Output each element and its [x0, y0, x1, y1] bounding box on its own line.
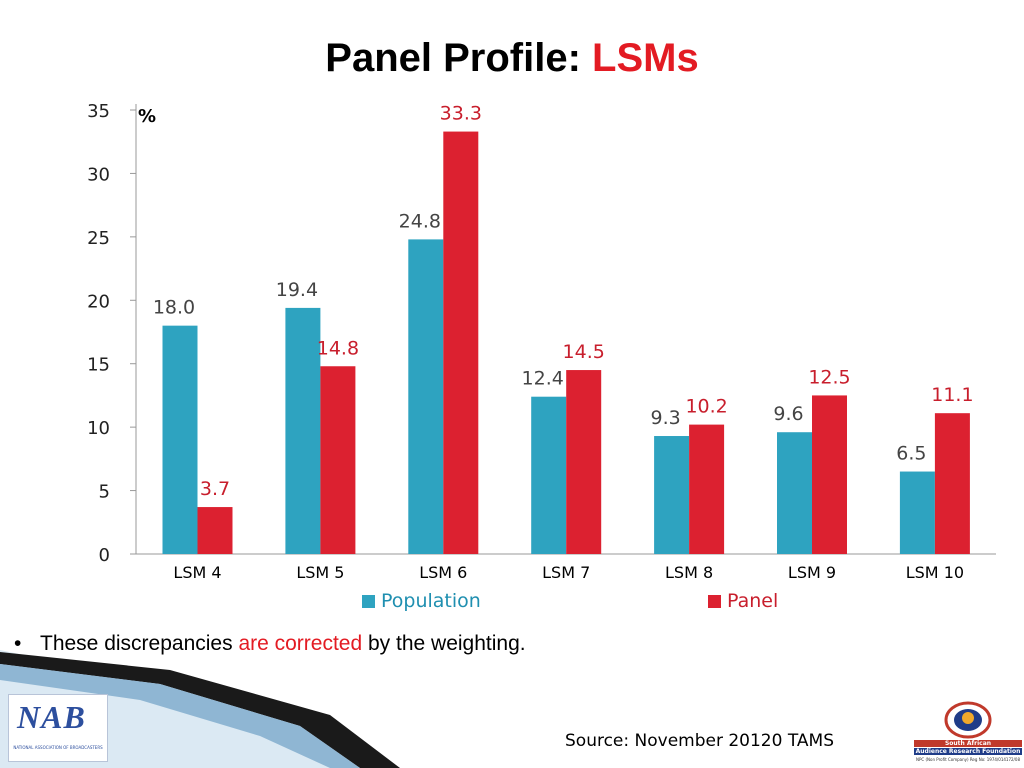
bar-population-6: [777, 432, 812, 554]
saarf-logo: South African Audience Research Foundati…: [914, 700, 1022, 766]
bullet-dot: •: [14, 632, 22, 655]
x-tick-label: LSM 6: [419, 563, 467, 582]
legend-swatch-panel: [708, 595, 721, 608]
chart-bars: [162, 131, 970, 554]
page-title: Panel Profile: LSMs: [325, 36, 699, 80]
legend-swatch-population: [362, 595, 375, 608]
data-label-population-5: 9.3: [650, 407, 680, 429]
bar-panel-3: [443, 131, 479, 554]
data-label-population-7: 6.5: [896, 443, 926, 465]
unit-label: %: [138, 106, 156, 127]
y-tick-label: 25: [87, 228, 110, 249]
nab-logo: NAB NATIONAL ASSOCIATION OF BROADCASTERS: [8, 694, 108, 762]
bar-panel-4: [566, 370, 602, 554]
bar-panel-2: [320, 366, 356, 554]
bar-panel-1: [197, 507, 233, 554]
x-tick-label: LSM 5: [296, 563, 344, 582]
data-label-panel-3: 33.3: [440, 103, 482, 125]
bar-population-1: [162, 325, 198, 554]
data-label-panel-7: 11.1: [931, 384, 973, 406]
data-label-population-2: 19.4: [276, 279, 318, 301]
bar-population-4: [531, 396, 567, 554]
data-label-population-6: 9.6: [773, 403, 803, 425]
y-tick-label: 0: [99, 545, 110, 566]
bar-panel-7: [934, 413, 970, 554]
chart-axes: 0 5 10 15 20 25 30 35 % LSM 4 LSM 5 LSM 6 LSM 7 LSM 8…: [87, 101, 996, 582]
bullet-highlight: are corrected: [238, 632, 363, 655]
y-tick-label: 35: [87, 101, 110, 122]
x-tick-label: LSM 7: [542, 563, 590, 582]
source-note: Source: November 20120 TAMS: [565, 731, 834, 751]
title-accent: LSMs: [592, 36, 699, 80]
bar-population-3: [408, 239, 444, 554]
legend-panel: Panel: [708, 590, 778, 612]
y-tick-label: 10: [87, 418, 110, 439]
bullet-note: • These discrepancies are corrected by th…: [14, 632, 526, 655]
bar-panel-6: [812, 395, 847, 554]
data-label-panel-1: 3.7: [200, 478, 230, 500]
decor-swoosh-blue: [0, 664, 360, 768]
y-tick-label: 30: [87, 164, 110, 185]
data-label-panel-2: 14.8: [317, 337, 359, 359]
x-tick-label: LSM 10: [906, 563, 964, 582]
y-tick-label: 15: [87, 355, 110, 376]
decor-swoosh-dark: [0, 652, 400, 768]
bar-population-5: [654, 436, 690, 554]
data-label-population-1: 18.0: [153, 297, 195, 319]
bar-population-7: [899, 471, 935, 554]
x-tick-label: LSM 8: [665, 563, 713, 582]
saarf-eye-icon: [944, 701, 992, 739]
x-tick-label: LSM 9: [788, 563, 836, 582]
data-label-panel-4: 14.5: [563, 341, 605, 363]
data-label-population-3: 24.8: [399, 210, 441, 232]
y-tick-label: 20: [87, 291, 110, 312]
data-label-panel-5: 10.2: [685, 396, 727, 418]
bar-population-2: [285, 307, 321, 554]
legend-population: Population: [362, 590, 481, 612]
data-label-population-4: 12.4: [522, 368, 564, 390]
bar-panel-5: [689, 424, 725, 554]
y-tick-label: 5: [99, 482, 110, 503]
data-label-panel-6: 12.5: [808, 366, 850, 388]
chart-labels: 18.0 3.7 19.4 14.8 24.8 33.3 12.4 14.5 9.310.2 9.…: [153, 103, 974, 500]
x-tick-label: LSM 4: [173, 563, 221, 582]
